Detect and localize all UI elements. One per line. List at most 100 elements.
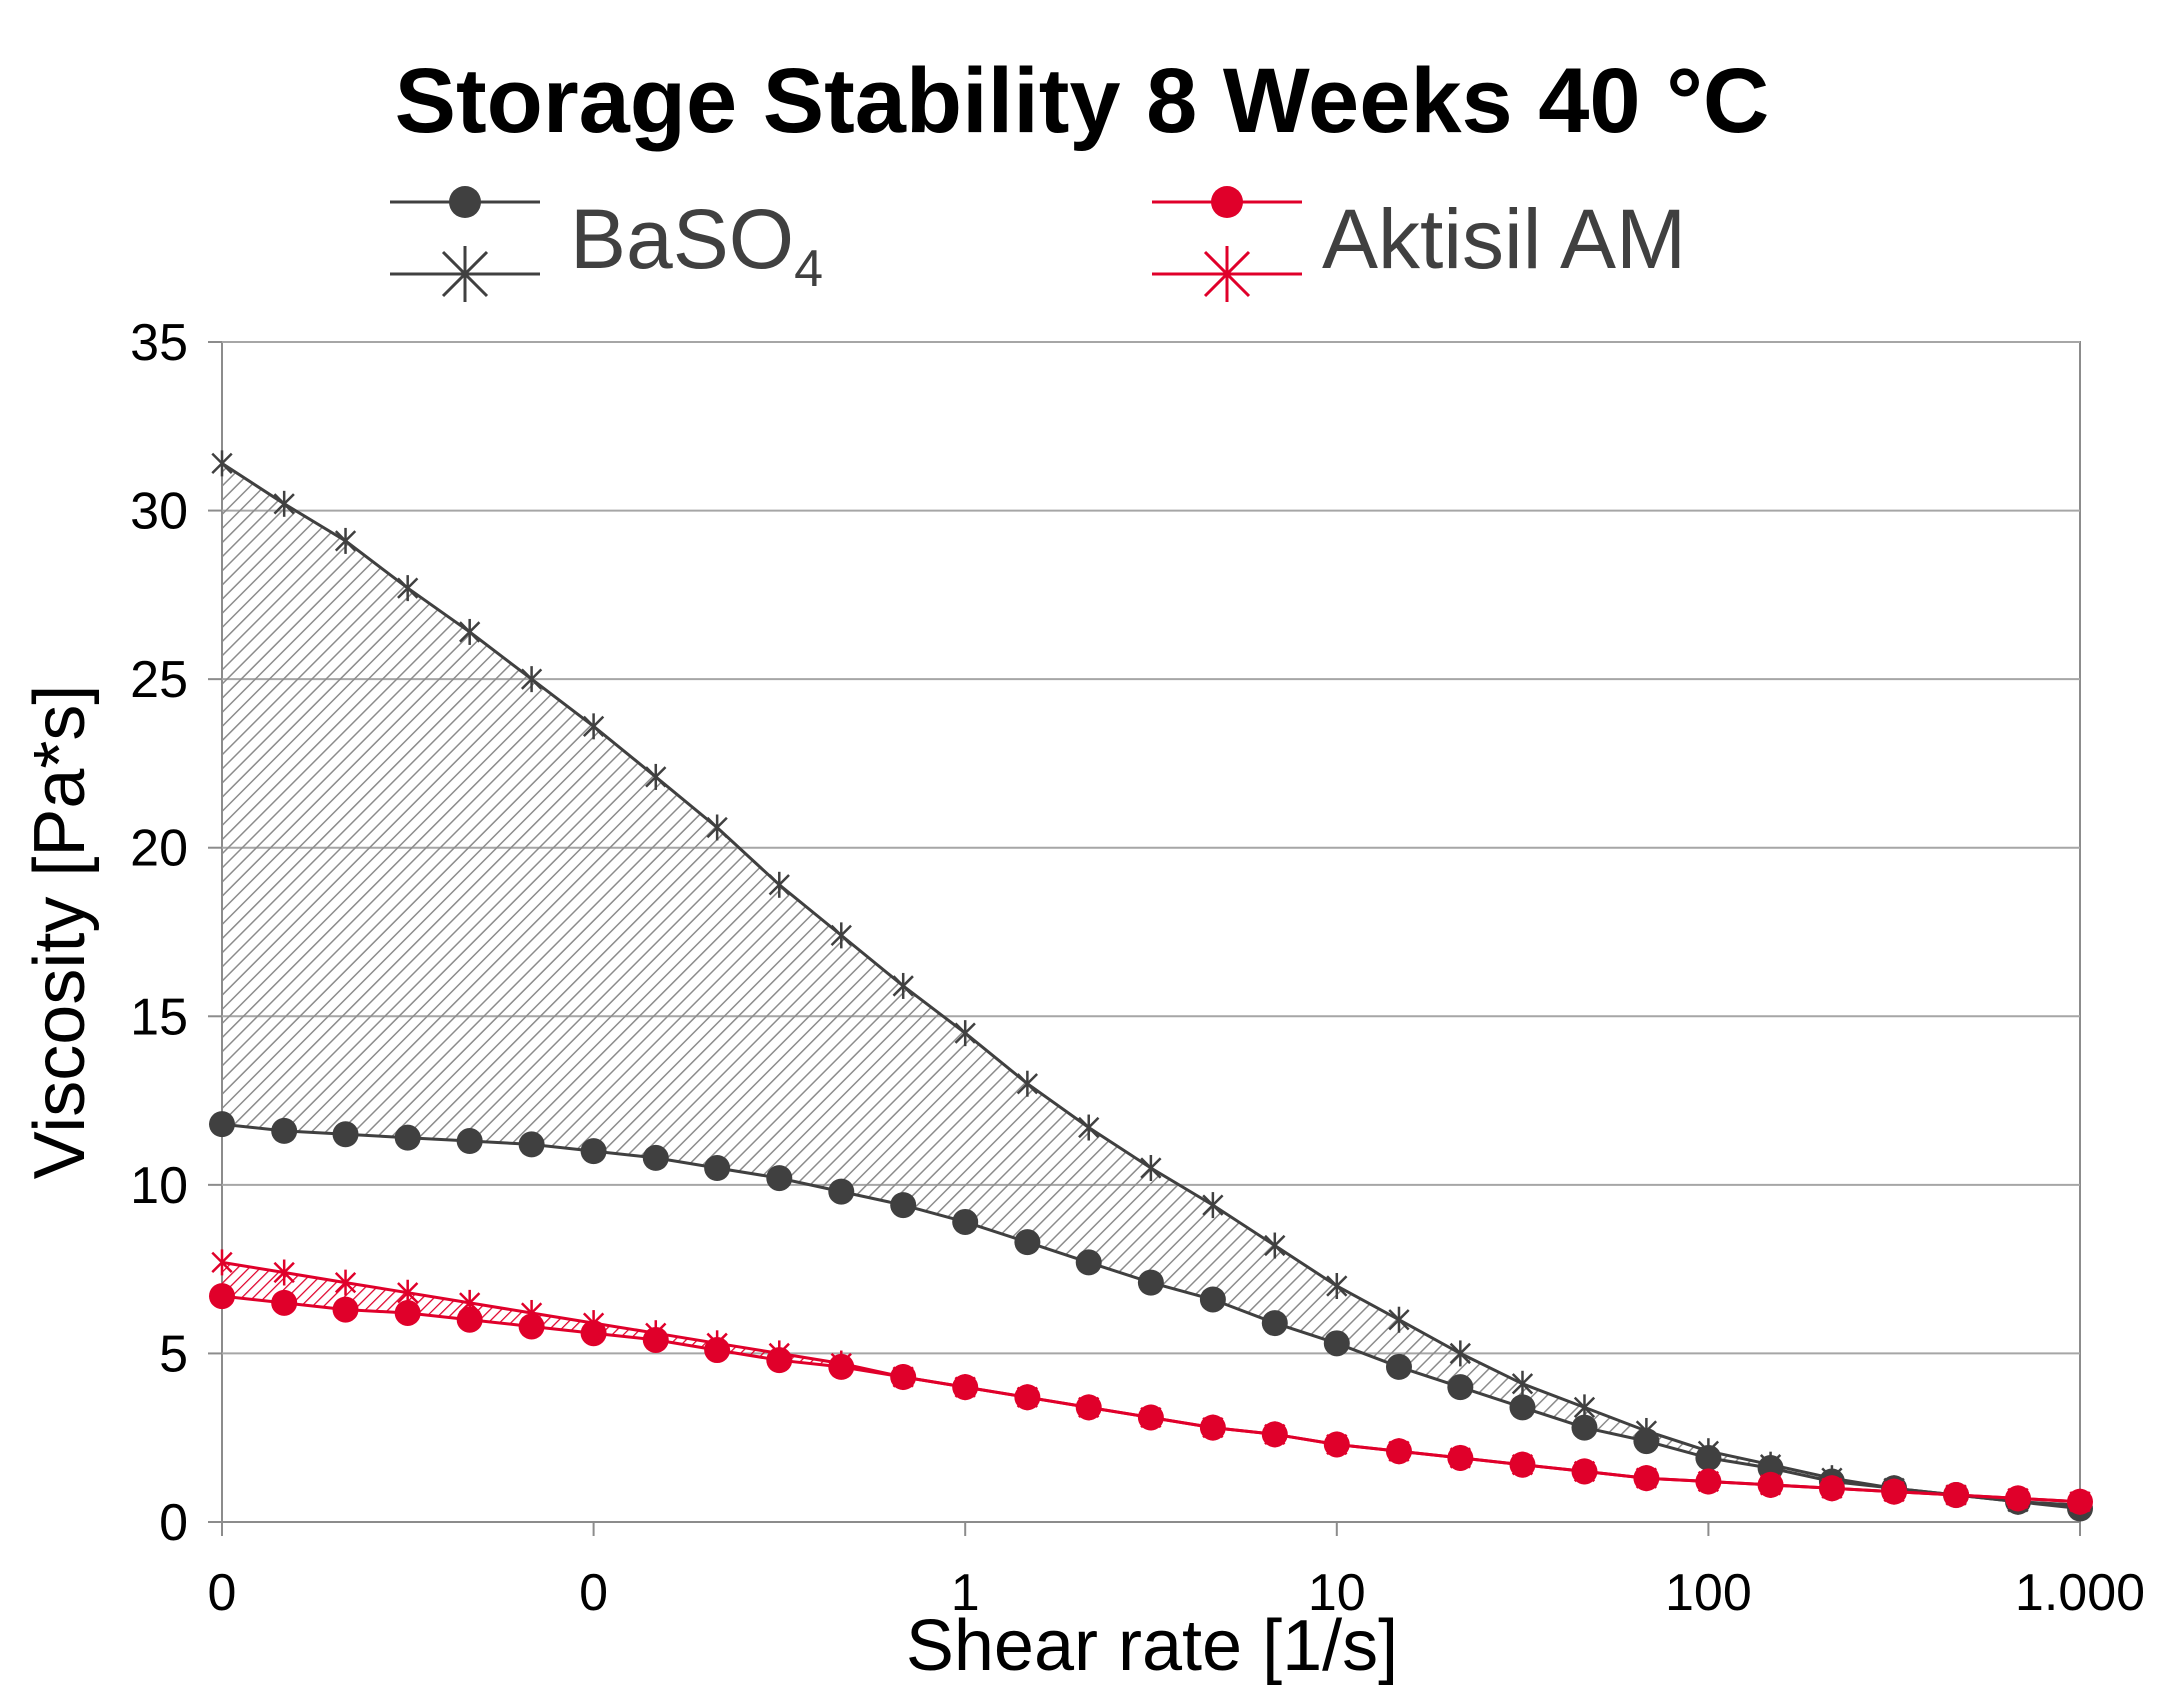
data-point-aktisil-circle bbox=[2067, 1488, 2093, 1515]
data-point-baso4-circle bbox=[952, 1208, 979, 1235]
data-point-baso4-asterisk bbox=[892, 972, 914, 999]
data-point-baso4-circle bbox=[1571, 1414, 1598, 1441]
data-point-baso4-circle bbox=[271, 1117, 298, 1144]
y-axis-label: Viscosity [Pa*s] bbox=[20, 685, 100, 1180]
y-tick-label: 15 bbox=[130, 988, 188, 1046]
data-point-aktisil-circle bbox=[1137, 1404, 1164, 1431]
y-tick-label: 35 bbox=[130, 314, 188, 372]
data-point-baso4-asterisk bbox=[1202, 1192, 1224, 1219]
series-markers bbox=[209, 450, 2093, 1522]
data-point-aktisil-circle bbox=[1943, 1482, 1970, 1509]
x-axis-ticks: 0 0 1 10 100 1.000 bbox=[208, 1522, 2145, 1622]
data-point-aktisil-circle bbox=[766, 1347, 793, 1374]
legend-label-baso4: BaSO4 bbox=[570, 192, 823, 298]
y-tick-label: 20 bbox=[130, 820, 188, 878]
data-point-aktisil-circle bbox=[456, 1306, 483, 1333]
data-point-aktisil-circle bbox=[1385, 1438, 1412, 1465]
data-point-aktisil-circle bbox=[1881, 1478, 1908, 1505]
x-tick-label: 1.000 bbox=[2015, 1564, 2145, 1622]
data-point-aktisil-circle bbox=[890, 1364, 917, 1391]
data-point-baso4-asterisk bbox=[1388, 1306, 1410, 1333]
data-point-baso4-circle bbox=[1323, 1330, 1350, 1357]
data-point-baso4-asterisk bbox=[459, 618, 481, 645]
y-tick-label: 30 bbox=[130, 483, 188, 541]
legend-marker-baso4-asterisk bbox=[441, 246, 489, 302]
data-point-baso4-asterisk bbox=[1078, 1114, 1100, 1141]
data-point-aktisil-circle bbox=[580, 1320, 607, 1347]
data-point-baso4-circle bbox=[518, 1131, 545, 1158]
data-point-aktisil-circle bbox=[2004, 1485, 2031, 1512]
data-point-baso4-circle bbox=[642, 1144, 669, 1171]
data-point-aktisil-asterisk bbox=[273, 1259, 295, 1286]
data-point-baso4-asterisk bbox=[520, 666, 543, 693]
data-point-aktisil-circle bbox=[209, 1283, 235, 1310]
data-point-aktisil-circle bbox=[518, 1313, 545, 1340]
y-tick-label: 25 bbox=[130, 651, 188, 709]
legend-marker-baso4-circle bbox=[449, 186, 481, 218]
data-point-baso4-asterisk bbox=[1511, 1370, 1534, 1397]
legend-label-baso4-subscript: 4 bbox=[794, 240, 823, 298]
data-point-aktisil-circle bbox=[332, 1296, 359, 1323]
data-point-aktisil-circle bbox=[828, 1353, 855, 1380]
data-point-aktisil-circle bbox=[1509, 1451, 1536, 1478]
data-point-baso4-circle bbox=[704, 1155, 731, 1181]
data-point-aktisil-circle bbox=[642, 1326, 669, 1353]
data-point-baso4-circle bbox=[456, 1128, 483, 1155]
data-point-aktisil-asterisk bbox=[211, 1249, 233, 1276]
data-point-baso4-circle bbox=[766, 1165, 793, 1192]
x-tick-label: 100 bbox=[1665, 1564, 1752, 1622]
data-point-aktisil-circle bbox=[1818, 1475, 1845, 1502]
data-point-baso4-asterisk bbox=[397, 575, 419, 602]
data-point-baso4-asterisk bbox=[1326, 1273, 1348, 1299]
data-point-baso4-circle bbox=[1261, 1310, 1288, 1337]
data-point-aktisil-circle bbox=[952, 1374, 979, 1401]
data-point-baso4-asterisk bbox=[830, 922, 852, 949]
hatched-area-baso4 bbox=[222, 463, 2080, 1509]
legend-marker-aktisil-asterisk bbox=[1203, 246, 1251, 302]
data-point-aktisil-asterisk bbox=[334, 1269, 357, 1296]
y-tick-label: 10 bbox=[130, 1157, 188, 1215]
legend-marker-aktisil-circle bbox=[1211, 186, 1243, 218]
data-point-baso4-asterisk bbox=[582, 713, 605, 740]
series-line-aktisil-asterisk bbox=[221, 1260, 2081, 1504]
data-point-aktisil-circle bbox=[394, 1299, 421, 1326]
data-point-baso4-asterisk bbox=[1016, 1070, 1039, 1097]
data-point-aktisil-circle bbox=[1695, 1468, 1722, 1495]
data-point-baso4-circle bbox=[1633, 1428, 1660, 1455]
y-tick-label: 5 bbox=[159, 1325, 188, 1383]
chart-title: Storage Stability 8 Weeks 40 °C bbox=[395, 50, 1770, 152]
legend: BaSO4 Aktisil AM bbox=[390, 186, 1686, 302]
data-point-baso4-circle bbox=[1075, 1249, 1102, 1276]
legend-entry-aktisil: Aktisil AM bbox=[1152, 186, 1686, 302]
data-point-baso4-asterisk bbox=[273, 490, 295, 517]
data-point-aktisil-circle bbox=[1633, 1465, 1660, 1492]
data-point-baso4-circle bbox=[209, 1111, 235, 1138]
data-point-baso4-circle bbox=[1385, 1353, 1412, 1380]
data-point-baso4-asterisk bbox=[211, 450, 233, 477]
x-tick-label: 0 bbox=[208, 1564, 237, 1622]
data-point-aktisil-circle bbox=[271, 1289, 298, 1316]
y-axis-ticks: 0 5 10 15 20 25 30 35 bbox=[130, 314, 222, 1552]
data-point-baso4-circle bbox=[580, 1138, 607, 1165]
data-point-aktisil-circle bbox=[1447, 1444, 1474, 1471]
data-point-baso4-asterisk bbox=[1264, 1232, 1286, 1259]
legend-entry-baso4: BaSO4 bbox=[390, 186, 823, 302]
data-point-baso4-circle bbox=[1137, 1269, 1164, 1296]
data-point-aktisil-circle bbox=[1261, 1421, 1288, 1448]
data-point-baso4-circle bbox=[1014, 1229, 1041, 1256]
data-point-baso4-asterisk bbox=[1449, 1340, 1471, 1367]
data-point-baso4-circle bbox=[1695, 1444, 1722, 1471]
data-point-baso4-circle bbox=[332, 1121, 359, 1148]
data-point-baso4-asterisk bbox=[645, 763, 667, 790]
data-point-aktisil-circle bbox=[1323, 1431, 1350, 1458]
data-point-baso4-asterisk bbox=[954, 1020, 976, 1047]
hatched-area-aktisil bbox=[222, 1262, 2080, 1502]
data-point-baso4-circle bbox=[890, 1192, 917, 1219]
data-point-aktisil-circle bbox=[1571, 1458, 1598, 1485]
data-point-baso4-asterisk bbox=[706, 814, 728, 841]
y-tick-label: 0 bbox=[159, 1494, 188, 1552]
data-point-aktisil-circle bbox=[1757, 1471, 1784, 1498]
data-point-baso4-circle bbox=[1509, 1394, 1536, 1421]
data-point-baso4-circle bbox=[1199, 1286, 1226, 1313]
data-point-baso4-asterisk bbox=[334, 527, 357, 554]
